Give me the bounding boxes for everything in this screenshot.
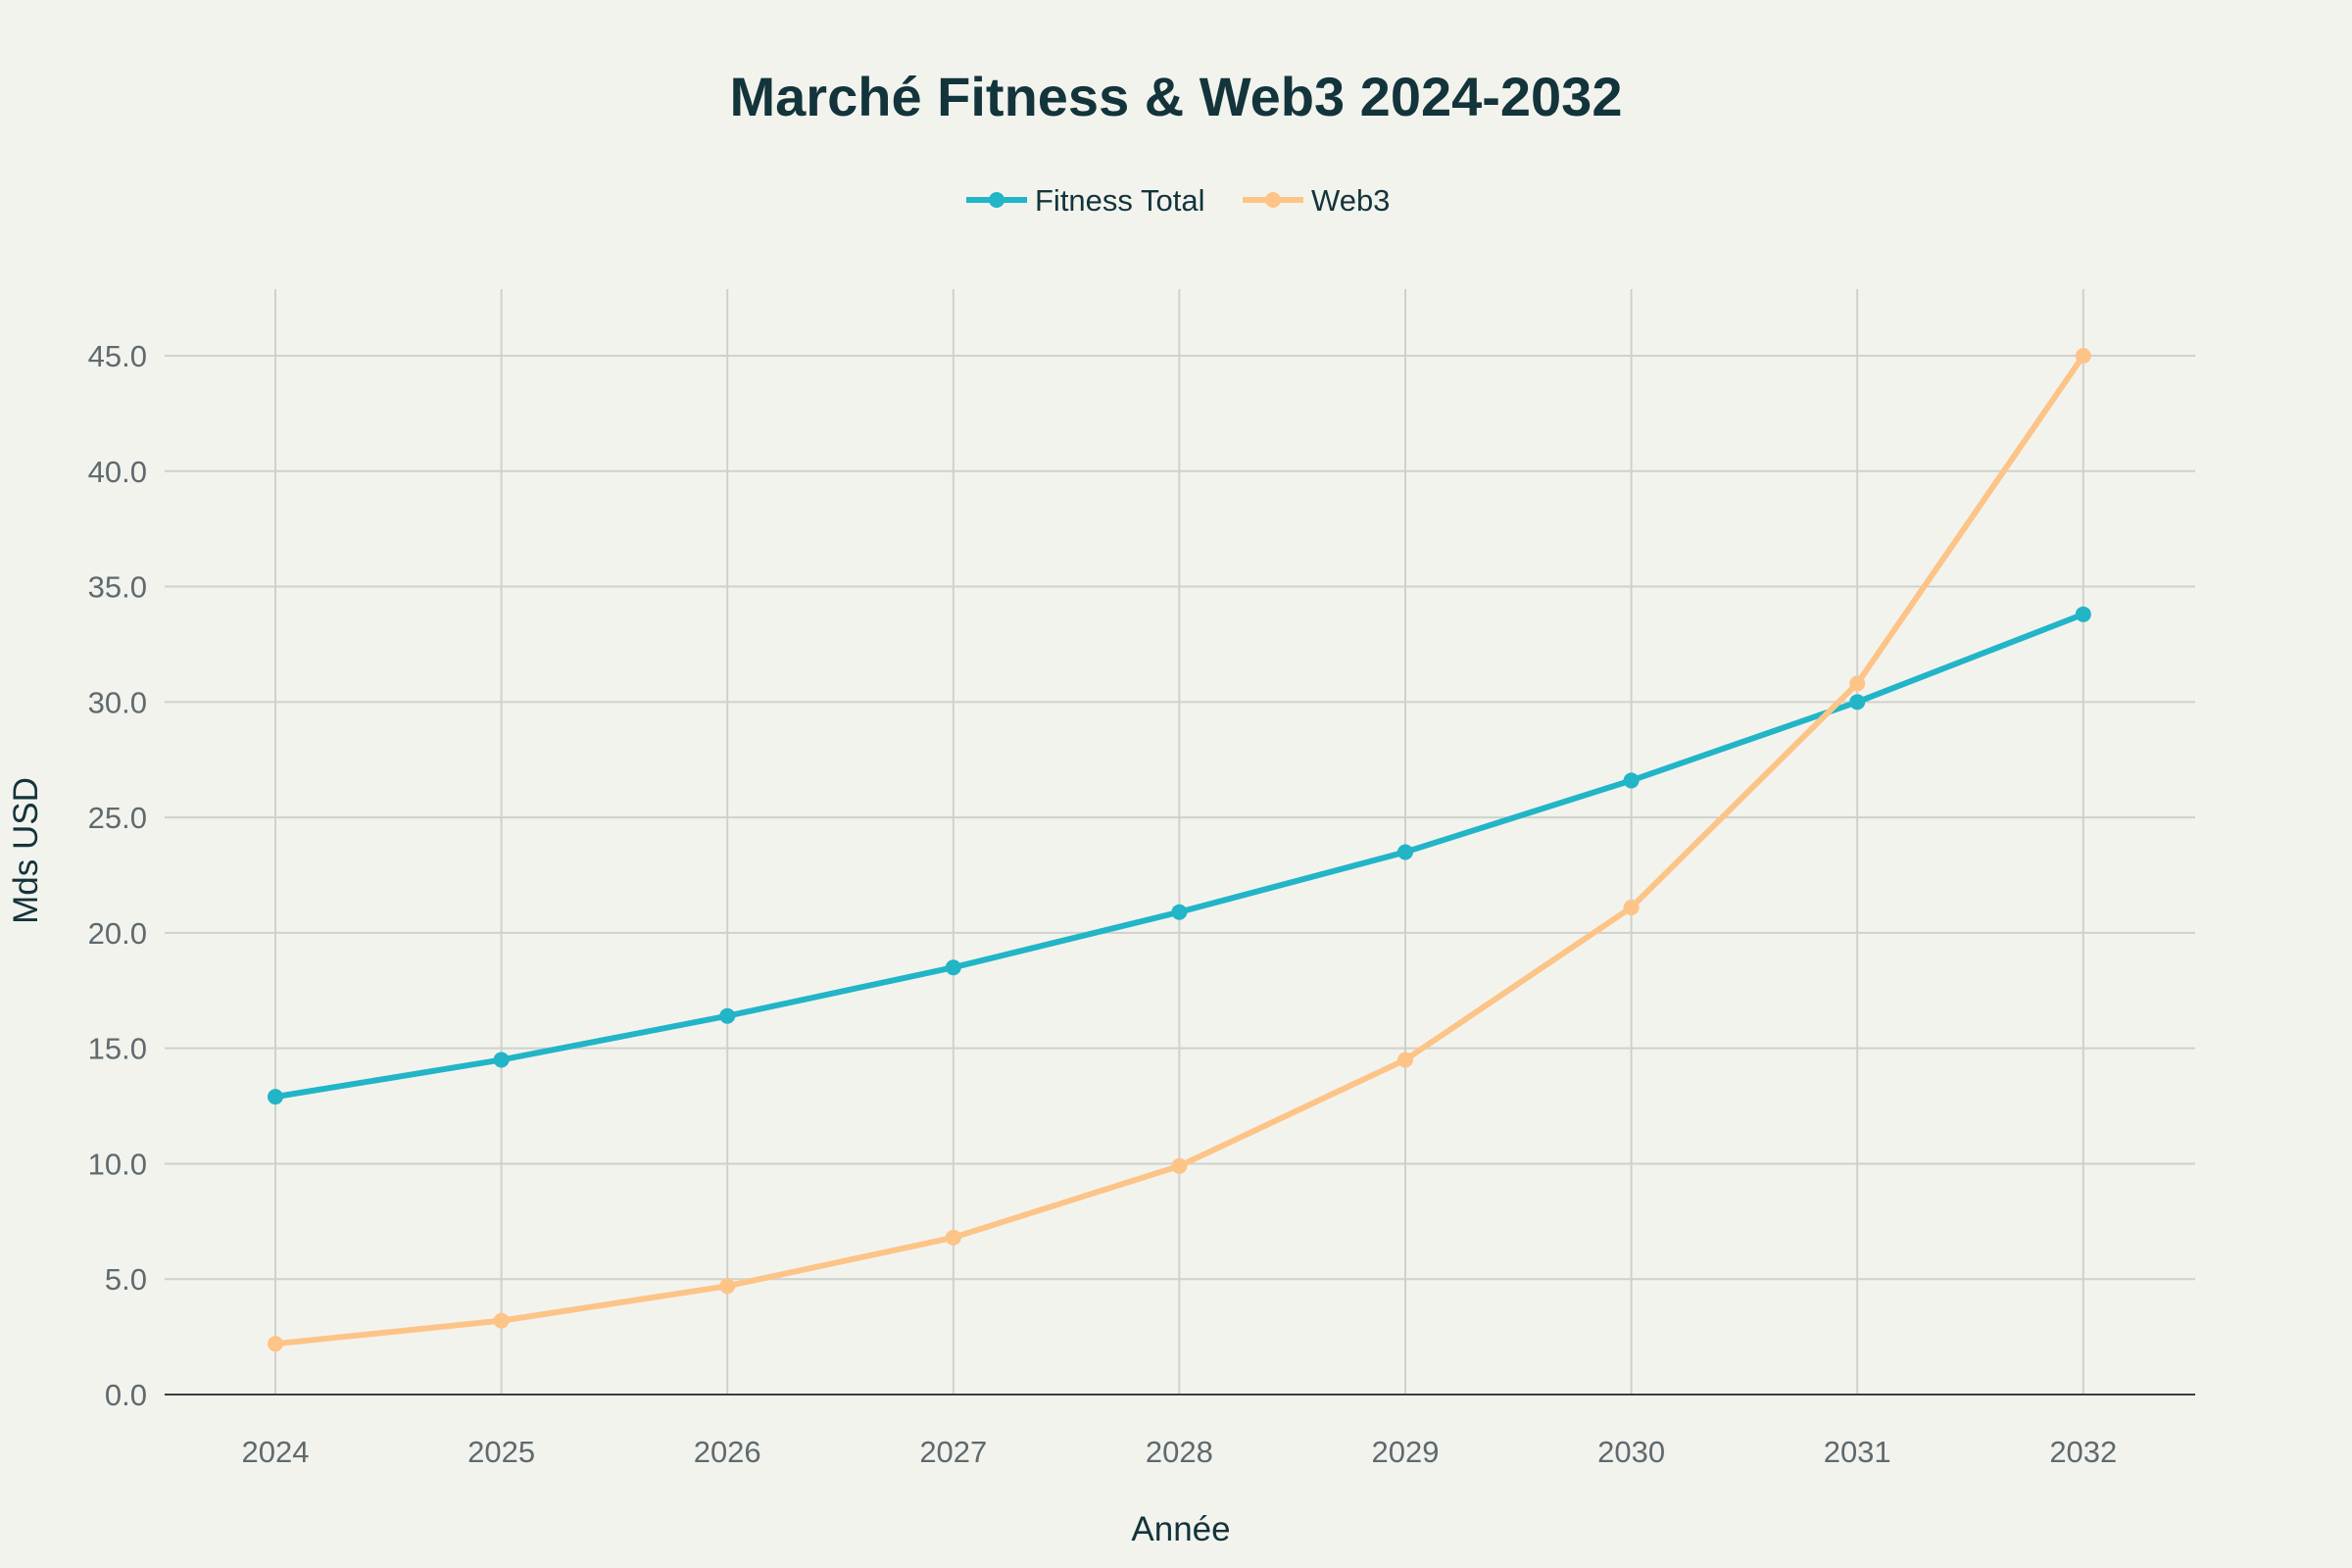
data-point-fitness-total	[945, 959, 961, 976]
x-tick-label: 2030	[1597, 1435, 1665, 1469]
legend-label: Fitness Total	[1035, 183, 1204, 218]
legend[interactable]: Fitness Total Web3	[966, 183, 1390, 218]
y-tick-label: 35.0	[88, 570, 147, 605]
x-tick-label: 2026	[694, 1435, 761, 1469]
y-tick-label: 30.0	[88, 685, 147, 719]
y-tick-label: 40.0	[88, 455, 147, 489]
data-point-web3	[945, 1229, 961, 1246]
y-tick-label: 15.0	[88, 1032, 147, 1066]
data-point-web3	[1849, 675, 1866, 692]
x-tick-label: 2031	[1824, 1435, 1891, 1469]
legend-item-web3[interactable]: Web3	[1243, 183, 1390, 218]
series-fitness-total	[268, 606, 2091, 1105]
y-tick-label: 5.0	[105, 1262, 147, 1297]
data-point-web3	[2075, 348, 2091, 364]
x-tick-label: 2029	[1372, 1435, 1440, 1469]
y-tick-label: 45.0	[88, 339, 147, 373]
data-point-fitness-total	[2075, 606, 2091, 622]
x-tick-label: 2025	[467, 1435, 535, 1469]
data-point-web3	[719, 1278, 736, 1295]
data-point-web3	[1397, 1052, 1413, 1068]
data-point-web3	[493, 1312, 510, 1329]
chart-title: Marché Fitness & Web3 2024-2032	[730, 66, 1623, 127]
data-point-web3	[1171, 1157, 1188, 1174]
data-point-fitness-total	[268, 1089, 283, 1105]
x-tick-label: 2032	[2049, 1435, 2117, 1469]
data-point-web3	[268, 1336, 283, 1352]
legend-label: Web3	[1311, 183, 1390, 218]
data-point-fitness-total	[1397, 844, 1413, 860]
series-web3	[268, 348, 2091, 1352]
x-tick-label: 2028	[1146, 1435, 1213, 1469]
x-axis-tick-labels: 2024 2025 2026 2027 2028 2029 2030 2031 2032	[242, 1435, 2118, 1469]
y-tick-label: 10.0	[88, 1147, 147, 1181]
legend-swatch-marker	[1265, 192, 1281, 208]
data-point-fitness-total	[1849, 694, 1866, 710]
x-tick-label: 2027	[919, 1435, 987, 1469]
data-point-fitness-total	[1623, 772, 1640, 789]
legend-item-fitness-total[interactable]: Fitness Total	[966, 183, 1204, 218]
y-axis-title: Mds USD	[7, 777, 45, 924]
y-axis-tick-labels: 0.0 5.0 10.0 15.0 20.0 25.0 30.0 35.0 40.0 45.0	[88, 339, 147, 1412]
data-point-web3	[1623, 899, 1640, 915]
y-tick-label: 0.0	[105, 1378, 147, 1412]
series-layer	[268, 348, 2091, 1352]
x-axis-title: Année	[1131, 1510, 1230, 1548]
data-point-fitness-total	[1171, 904, 1188, 920]
y-tick-label: 20.0	[88, 916, 147, 951]
data-point-fitness-total	[493, 1052, 510, 1068]
data-point-fitness-total	[719, 1007, 736, 1024]
x-gridlines	[274, 289, 2084, 1395]
x-tick-label: 2024	[242, 1435, 310, 1469]
y-tick-label: 25.0	[88, 801, 147, 835]
legend-swatch-marker	[989, 192, 1004, 208]
